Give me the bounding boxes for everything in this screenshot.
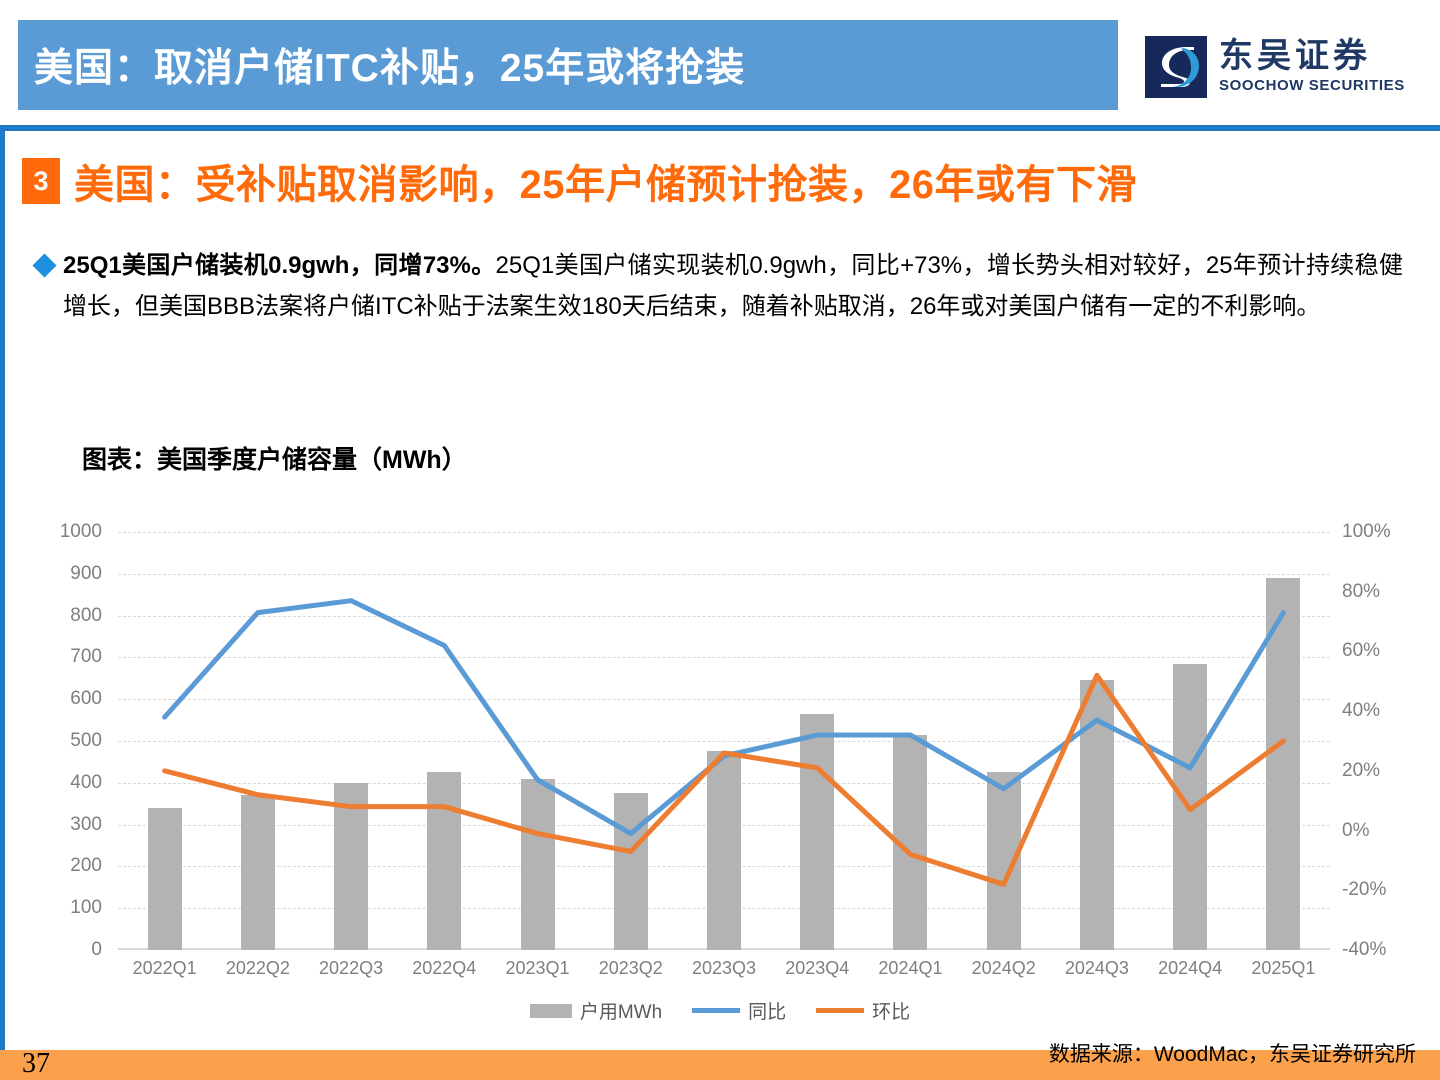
chart-bar (520, 778, 555, 950)
chart-container: 0 100 200 300 400 500 600 700 800 900 1000 -40% -20… (40, 510, 1400, 1030)
legend-label: 户用MWh (579, 1002, 663, 1023)
chart-y-tick-label: 300 (70, 813, 102, 835)
chart-bar (613, 793, 648, 950)
logo-text-block: 东吴证券 SOOCHOW SECURITIES (1219, 37, 1405, 95)
legend-label: 环比 (872, 1002, 911, 1023)
chart-bar (334, 782, 369, 950)
chart-x-tick-label: 2024Q1 (878, 958, 943, 978)
chart-y-tick-label: 100 (70, 897, 102, 919)
slide-header-bar: 美国：取消户储ITC补贴，25年或将抢装 (18, 20, 1118, 110)
chart-x-tick-label: 2022Q1 (132, 958, 197, 978)
company-logo: 东吴证券 SOOCHOW SECURITIES (1145, 32, 1420, 102)
chart-y2-tick-label: -40% (1342, 939, 1387, 960)
chart-bar (1266, 577, 1301, 950)
chart-y-tick-label: 0 (91, 939, 102, 960)
chart-x-tick-label: 2022Q2 (225, 958, 290, 978)
section-number-badge: 3 (22, 158, 60, 204)
chart-x-tick-label: 2022Q4 (412, 958, 477, 978)
chart-bar (427, 772, 462, 950)
chart-plot-area (118, 532, 1330, 950)
chart-x-tick-label: 2024Q3 (1064, 958, 1129, 978)
legend-line-swatch-icon (692, 1008, 741, 1013)
legend-item[interactable]: 户用MWh (529, 997, 663, 1024)
chart-y-tick-label: 800 (70, 604, 102, 626)
chart-y-tick-label: 600 (70, 688, 102, 710)
chart-x-tick-label: 2023Q2 (598, 958, 663, 978)
chart-y-tick-label: 400 (70, 771, 102, 793)
chart-bar (147, 807, 182, 950)
source-note: 数据来源：WoodMac，东吴证券研究所 (1048, 1043, 1416, 1066)
chart-gridline (118, 657, 1330, 659)
chart-x-tick-label: 2023Q3 (691, 958, 757, 978)
chart-gridline (118, 532, 1330, 533)
section-heading: 3 美国：受补贴取消影响，25年户储预计抢装，26年或有下滑 (22, 152, 1137, 210)
chart-bar (707, 751, 741, 950)
chart-legend: 户用MWh 同比 环比 (40, 997, 1400, 1024)
body-paragraph: 25Q1美国户储装机0.9gwh，同增73%。25Q1美国户储实现装机0.9gw… (63, 245, 1403, 327)
legend-bar-swatch-icon (529, 1003, 572, 1018)
chart-y2-tick-label: -20% (1342, 879, 1387, 901)
chart-gridline (118, 741, 1330, 742)
chart-y-tick-label: 900 (70, 562, 102, 584)
page-number: 37 (22, 1048, 50, 1079)
left-edge-accent-bar (0, 131, 5, 1050)
footer-bar (0, 1050, 1440, 1080)
body-paragraph-lead: 25Q1美国户储装机0.9gwh，同增73%。 (63, 252, 496, 279)
chart-y-tick-label: 200 (70, 855, 102, 877)
slide-header-title: 美国：取消户储ITC补贴，25年或将抢装 (34, 47, 746, 90)
chart-line-环比 (162, 672, 1286, 887)
chart-x-tick-label: 2024Q2 (971, 958, 1036, 978)
chart-y-tick-label: 700 (70, 646, 102, 668)
chart-y2-tick-label: 60% (1342, 640, 1381, 662)
logo-name-cn: 东吴证券 (1219, 37, 1371, 76)
legend-label: 同比 (748, 1002, 787, 1023)
chart-x-tick-label: 2022Q3 (319, 958, 384, 978)
chart-y2-tick-label: 80% (1342, 580, 1381, 602)
chart-gridline (118, 573, 1330, 575)
chart-caption: 图表：美国季度户储容量（MWh） (82, 446, 467, 474)
legend-line-swatch-icon (816, 1008, 865, 1013)
chart-x-tick-label: 2025Q1 (1251, 958, 1316, 978)
chart-lines-layer (162, 598, 1286, 887)
body-paragraph-rest: 25Q1美国户储实现装机0.9gwh，同比+73%，增长势头相对较好，25年预计… (63, 252, 1403, 320)
chart-x-tick-label: 2024Q4 (1158, 958, 1223, 978)
chart-x-tick-label: 2023Q1 (505, 958, 570, 978)
chart-y2-tick-label: 100% (1342, 521, 1391, 542)
chart-y2-tick-label: 0% (1342, 819, 1370, 841)
chart-x-tick-label: 2023Q4 (785, 958, 850, 978)
chart-y-tick-label: 500 (70, 730, 102, 751)
chart-y2-tick-label: 20% (1342, 759, 1381, 781)
legend-item[interactable]: 同比 (692, 997, 786, 1024)
chart-y-tick-label: 1000 (59, 521, 102, 542)
bullet-diamond-icon (32, 253, 57, 278)
section-heading-title: 美国：受补贴取消影响，25年户储预计抢装，26年或有下滑 (74, 163, 1137, 207)
chart-y2-tick-label: 40% (1342, 700, 1381, 722)
chart-bar (240, 795, 275, 950)
body-bullet-block: 25Q1美国户储装机0.9gwh，同增73%。25Q1美国户储实现装机0.9gw… (32, 245, 1411, 327)
logo-name-en: SOOCHOW SECURITIES (1219, 76, 1405, 94)
chart-line-同比 (162, 598, 1286, 837)
chart-bar (800, 713, 835, 950)
soochow-logo-icon (1145, 36, 1207, 98)
legend-item[interactable]: 环比 (816, 997, 910, 1024)
header-divider-rule (0, 125, 1440, 131)
chart-gridline (118, 699, 1330, 701)
chart-gridline (118, 615, 1330, 617)
